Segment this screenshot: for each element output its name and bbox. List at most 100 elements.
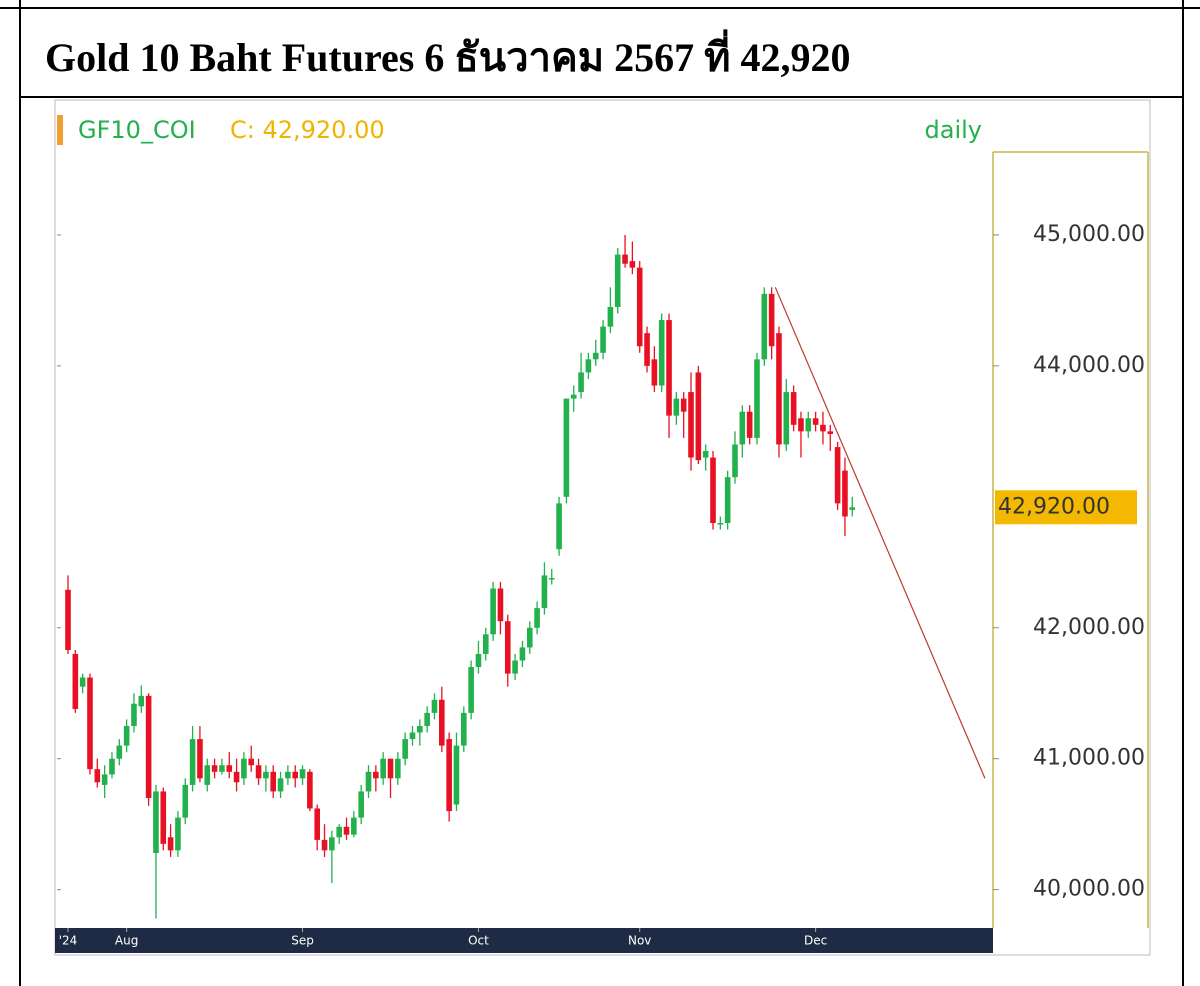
candle-body: [834, 447, 841, 504]
y-tick-label: 40,000.00: [1033, 877, 1145, 902]
chart-title: Gold 10 Baht Futures 6 ธันวาคม 2567 ที่ …: [45, 29, 851, 80]
last-price-label: 42,920.00: [998, 494, 1110, 519]
candle-body: [94, 769, 101, 783]
x-tick-label: Sep: [291, 934, 314, 948]
candle-body: [702, 450, 709, 458]
candle-body: [395, 758, 401, 779]
candle-body: [439, 699, 445, 746]
close-text: C: 42,920.00: [230, 116, 385, 144]
symbol: GF10_COI: [78, 116, 196, 144]
candle-body: [548, 578, 555, 580]
candle-body: [585, 359, 592, 373]
y-tick-label: 42,000.00: [1033, 615, 1145, 640]
candle-body: [710, 457, 716, 524]
candle-body: [519, 647, 526, 661]
candle-body: [65, 589, 71, 651]
candle-body: [277, 778, 284, 792]
candle-body: [175, 817, 181, 851]
candle-body: [475, 653, 482, 668]
x-tick-label: Oct: [468, 934, 489, 948]
candle-body: [578, 372, 584, 393]
candle-body: [666, 320, 672, 416]
candle-body: [402, 739, 408, 759]
candle-body: [233, 771, 240, 783]
candle-body: [695, 372, 702, 461]
x-tick-label: Aug: [115, 934, 138, 948]
candle-body: [805, 418, 812, 432]
candle-body: [798, 418, 804, 432]
candle-body: [387, 758, 394, 779]
candle-body: [526, 627, 533, 648]
candle-body: [248, 758, 255, 766]
candle-body: [417, 725, 423, 733]
chart-panel: [54, 99, 1151, 956]
candle-body: [673, 398, 680, 416]
candle-body: [460, 712, 467, 746]
candle-body: [160, 791, 167, 844]
candle-body: [153, 791, 159, 853]
candle-body: [424, 712, 430, 726]
candle-body: [622, 254, 628, 264]
candle-body: [512, 660, 518, 674]
candle-body: [380, 758, 386, 779]
candle-body: [182, 784, 189, 818]
candle-body: [600, 326, 606, 353]
candle-body: [592, 352, 599, 360]
candle-body: [842, 470, 848, 517]
candle-body: [651, 359, 658, 386]
candle-body: [504, 621, 511, 674]
candle-body: [145, 695, 152, 798]
candle-body: [790, 392, 797, 425]
candle-body: [79, 677, 86, 687]
candle-body: [72, 653, 79, 709]
candle-body: [241, 758, 247, 779]
candle-body: [849, 507, 856, 510]
candle-body: [636, 267, 643, 347]
candle-body: [746, 411, 753, 438]
candle-body: [490, 588, 496, 635]
x-tick-label: Dec: [804, 934, 827, 948]
candle-body: [226, 765, 233, 772]
candle-body: [285, 771, 291, 779]
x-tick-label: Nov: [628, 934, 651, 948]
candle-body: [329, 837, 335, 851]
x-tick-label: '24: [59, 934, 78, 948]
candle-body: [167, 837, 174, 851]
interval: daily: [925, 116, 982, 144]
candle-body: [739, 411, 746, 445]
candle-body: [754, 359, 760, 438]
time-axis: [55, 928, 993, 953]
candle-body: [314, 808, 321, 840]
candle-body: [373, 771, 379, 779]
candle-body: [343, 826, 350, 835]
candle-body: [776, 333, 782, 445]
candle-body: [365, 771, 372, 792]
candle-body: [138, 695, 145, 707]
y-tick-label: 45,000.00: [1033, 222, 1145, 247]
candle-body: [116, 745, 123, 759]
candle-body: [109, 758, 115, 775]
last-price-box: [995, 490, 1137, 525]
candle-body: [482, 634, 489, 654]
candle-body: [307, 771, 313, 809]
candle-body: [446, 739, 452, 812]
candle-body: [614, 254, 621, 307]
candle-body: [263, 771, 269, 779]
candle-body: [336, 826, 342, 838]
candle-body: [219, 765, 225, 772]
candle-body: [827, 431, 834, 434]
y-tick-label: 44,000.00: [1033, 353, 1145, 378]
symbol-marker: [57, 115, 63, 145]
candle-body: [732, 444, 738, 478]
candle-body: [431, 699, 438, 713]
candle-body: [123, 725, 130, 746]
candle-body: [717, 523, 724, 525]
candle-body: [204, 765, 211, 785]
candle-body: [211, 765, 218, 772]
candle-body: [688, 392, 694, 458]
candle-body: [270, 771, 277, 792]
candle-body: [299, 769, 306, 779]
y-tick-label: 41,000.00: [1033, 746, 1145, 771]
